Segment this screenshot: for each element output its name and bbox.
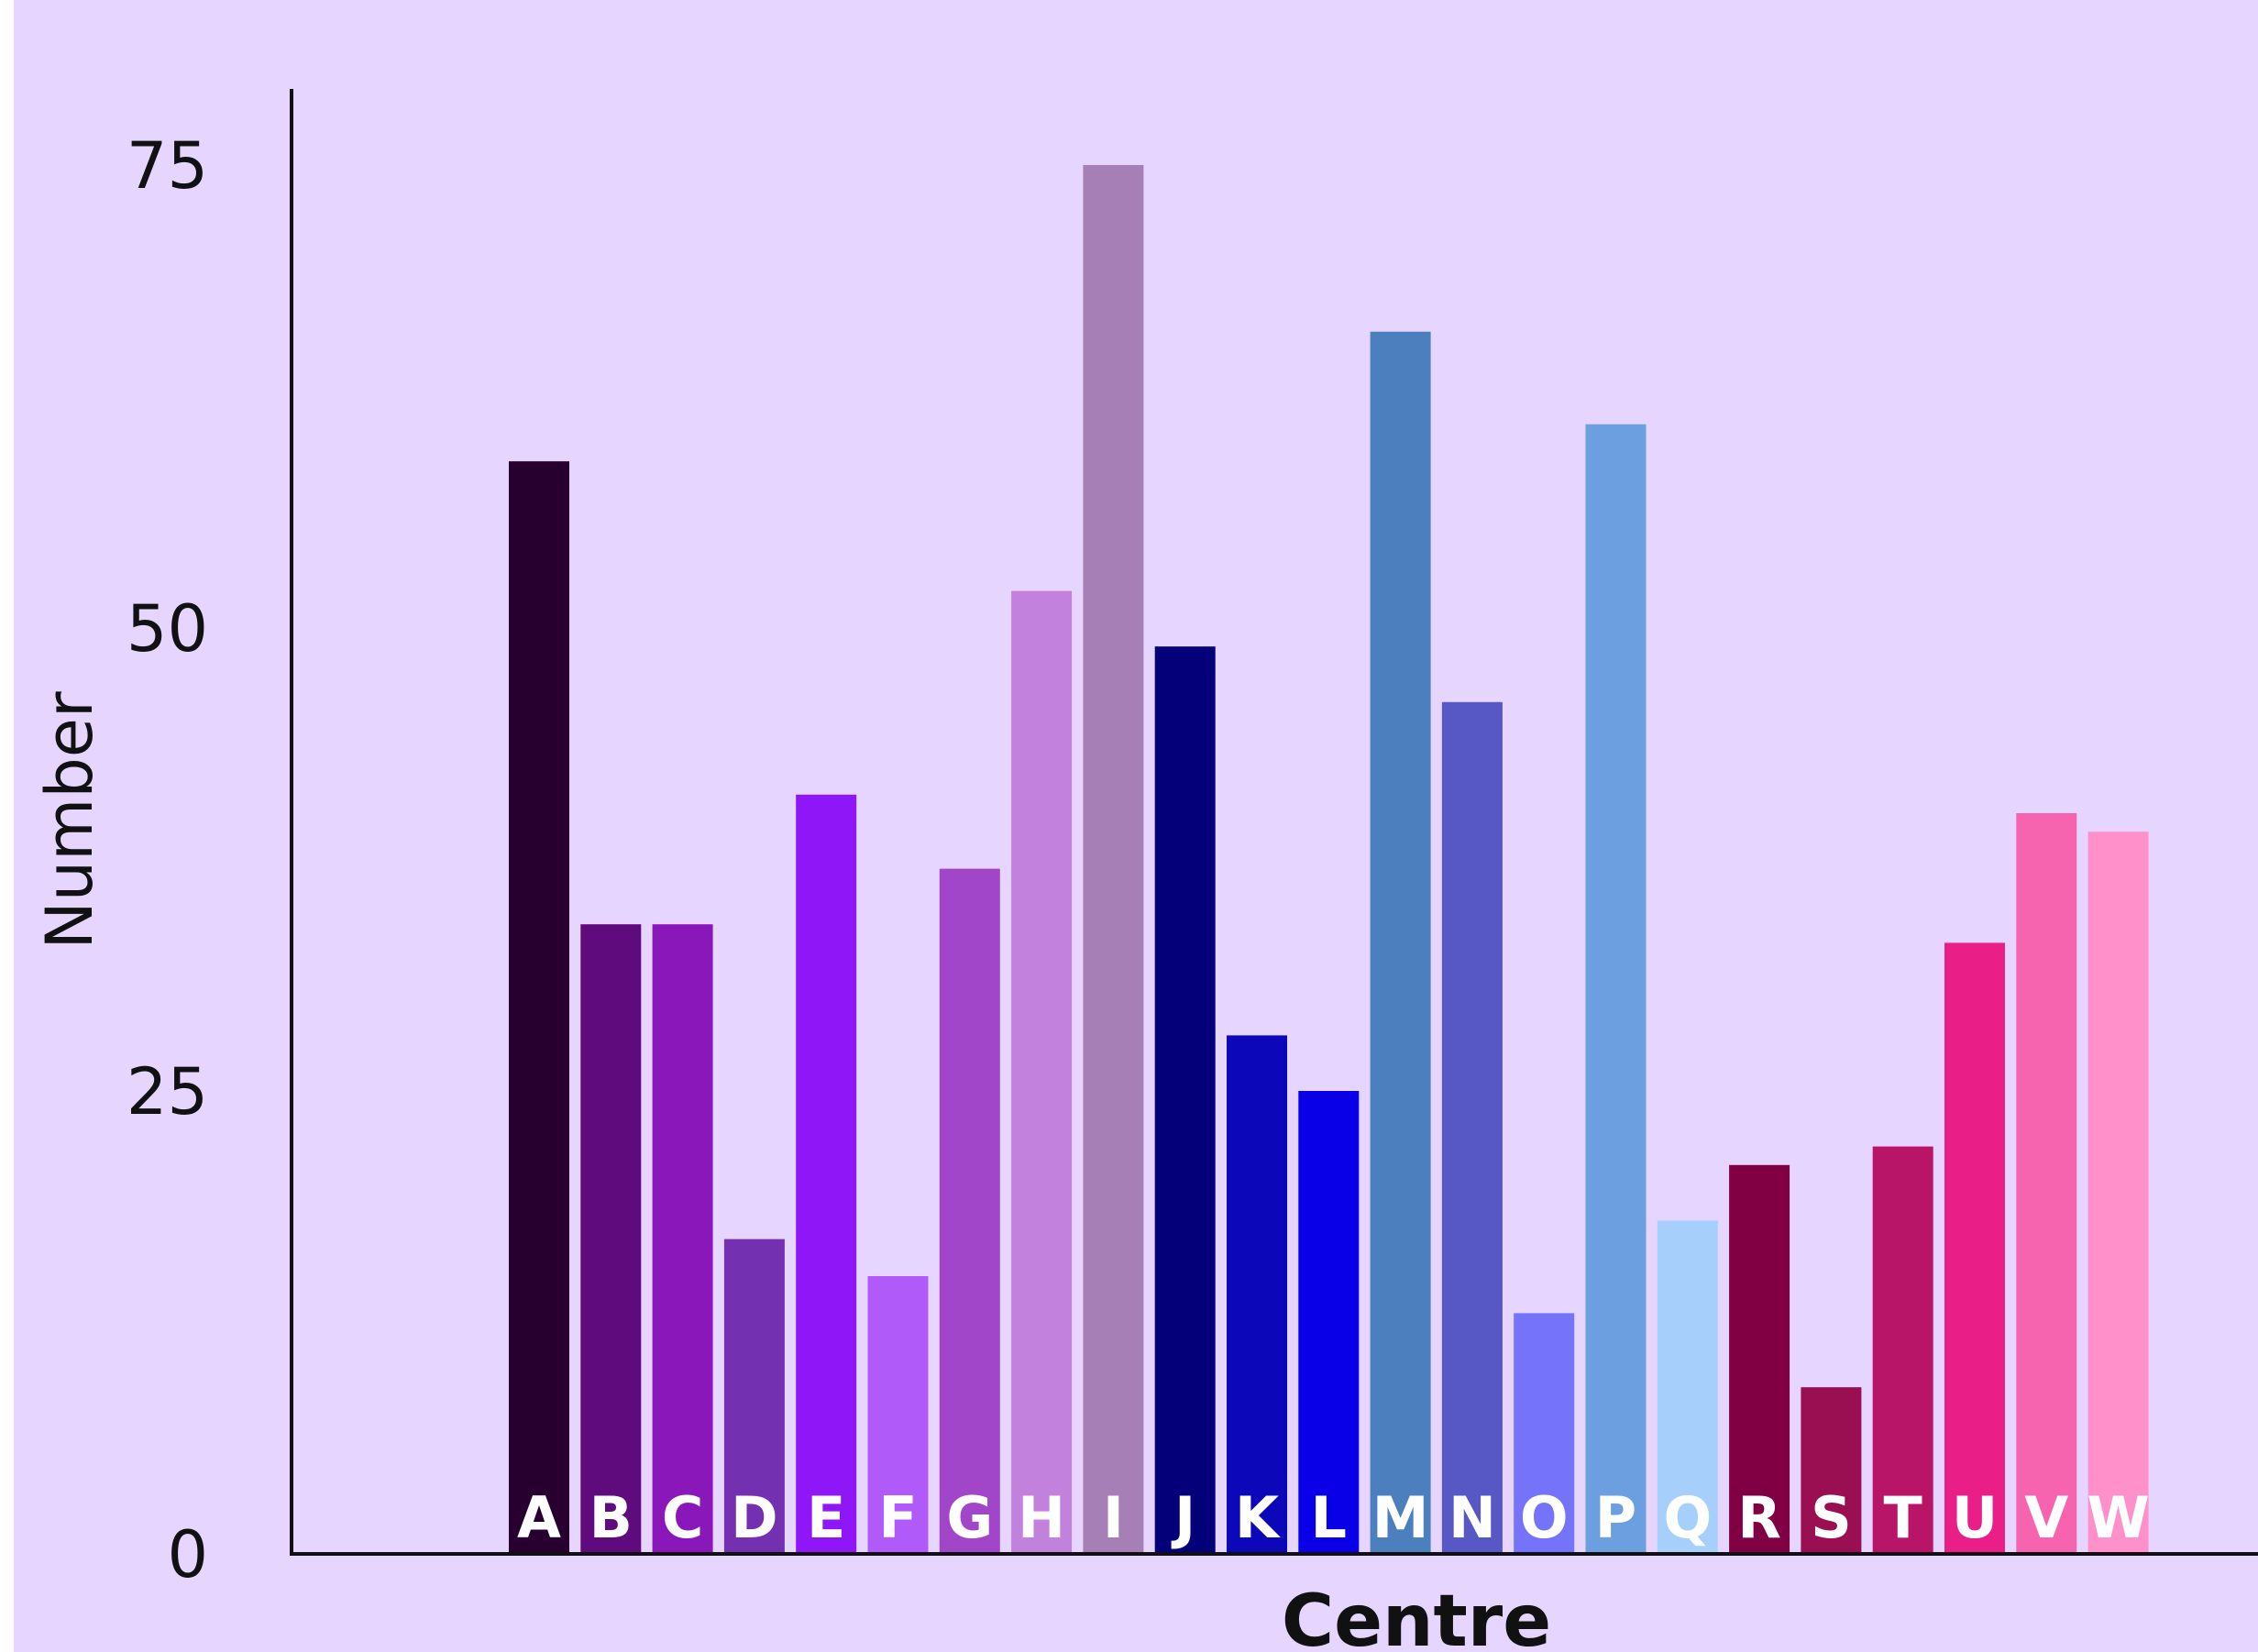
y-tick-label-75: 75 <box>127 128 208 204</box>
bar-t <box>1872 1146 1933 1554</box>
bar-h <box>1011 590 1073 1554</box>
bar-label-d: D <box>731 1484 777 1551</box>
bar-label-c: C <box>662 1484 704 1551</box>
y-tick-label-25: 25 <box>127 1054 208 1129</box>
bar-label-a: A <box>517 1484 561 1551</box>
bar-a <box>509 461 569 1555</box>
bar-c <box>652 924 713 1554</box>
bar-q <box>1657 1220 1718 1554</box>
bar-label-k: K <box>1235 1484 1281 1551</box>
y-tick-label-0: 0 <box>167 1517 208 1592</box>
bar-label-f: F <box>878 1484 917 1551</box>
bar-b <box>580 924 642 1554</box>
y-axis-title: Number <box>32 691 107 949</box>
bar-label-i: I <box>1103 1484 1124 1551</box>
bar-label-s: S <box>1811 1484 1852 1551</box>
bar-label-t: T <box>1884 1484 1922 1551</box>
bar-label-p: P <box>1595 1484 1636 1551</box>
bar-m <box>1370 331 1431 1554</box>
bar-label-w: W <box>2087 1484 2149 1551</box>
bar-v <box>2016 813 2077 1554</box>
bar-e <box>796 794 857 1554</box>
bar-label-u: U <box>1952 1484 1998 1551</box>
bar-label-r: R <box>1737 1484 1781 1551</box>
bar-p <box>1585 424 1647 1554</box>
bar-r <box>1729 1164 1790 1554</box>
y-tick-labels: 0 25 50 75 <box>127 128 208 1592</box>
bar-j <box>1154 646 1216 1554</box>
bar-f <box>867 1276 929 1554</box>
bar-label-e: E <box>807 1484 845 1551</box>
bar-w <box>2087 832 2149 1554</box>
bar-label-m: M <box>1372 1484 1429 1551</box>
bar-g <box>939 868 1000 1554</box>
bar-label-q: Q <box>1663 1484 1712 1551</box>
bar-label-b: B <box>589 1484 633 1551</box>
bar-d <box>723 1239 785 1554</box>
bar-s <box>1801 1387 1862 1554</box>
bar-label-l: L <box>1311 1484 1348 1551</box>
bar-o <box>1514 1313 1575 1554</box>
bar-label-j: J <box>1171 1484 1195 1551</box>
bar-label-v: V <box>2024 1484 2068 1551</box>
bars-layer <box>509 165 2149 1555</box>
bar-label-g: G <box>946 1484 993 1551</box>
bar-label-n: N <box>1448 1484 1496 1551</box>
bar-u <box>1944 942 2005 1554</box>
bar-label-h: H <box>1018 1484 1065 1551</box>
y-tick-label-50: 50 <box>127 591 208 666</box>
bar-n <box>1441 701 1503 1554</box>
bar-label-o: O <box>1520 1484 1569 1551</box>
bar-i <box>1083 165 1144 1554</box>
bar-l <box>1298 1091 1360 1554</box>
bar-k <box>1227 1035 1287 1554</box>
x-axis-title: Centre <box>1282 1580 1551 1652</box>
